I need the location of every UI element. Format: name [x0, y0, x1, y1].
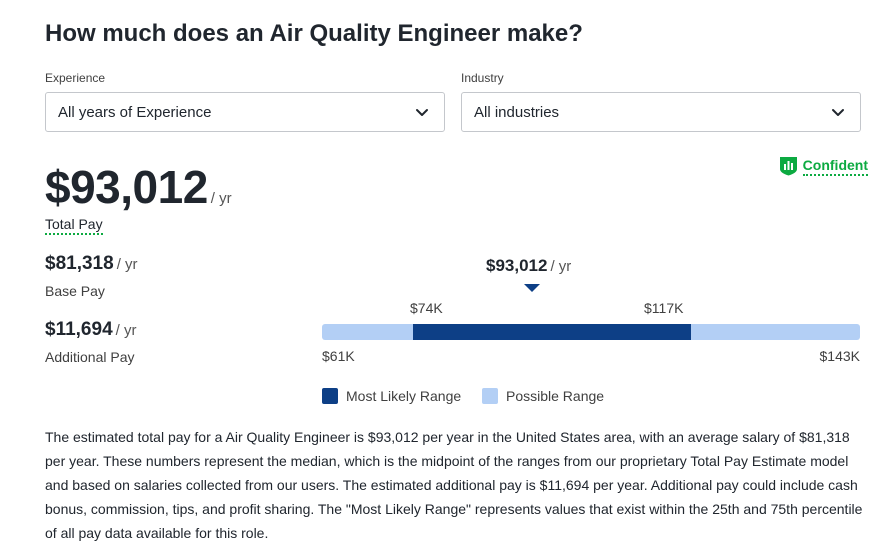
pay-description: The estimated total pay for a Air Qualit… [45, 429, 863, 541]
legend-likely-swatch [322, 388, 338, 404]
possible-low-label: $61K [322, 348, 355, 364]
total-pay-amount: $93,012 [45, 161, 208, 213]
median-unit: / yr [550, 258, 572, 275]
legend-likely-label: Most Likely Range [346, 388, 462, 404]
experience-select[interactable]: All years of Experience [45, 92, 445, 132]
total-pay-unit: / yr [210, 190, 232, 207]
total-pay: $93,012 / yr [45, 160, 232, 214]
likely-high-label: $117K [644, 300, 684, 316]
median-amount: $93,012 [486, 256, 548, 275]
experience-value: All years of Experience [58, 103, 212, 121]
median-marker [524, 284, 540, 292]
confidence-indicator[interactable]: Confident [779, 156, 868, 176]
confidence-label: Confident [802, 157, 868, 176]
base-pay-amount: $81,318 [45, 253, 114, 274]
additional-pay: $11,694 / yr [45, 319, 136, 341]
median-value: $93,012 / yr [486, 256, 571, 276]
possible-high-label: $143K [819, 348, 860, 364]
likely-range-bar [412, 324, 692, 340]
experience-label: Experience [45, 71, 106, 85]
base-pay: $81,318 / yr [45, 253, 138, 275]
additional-pay-unit: / yr [115, 322, 137, 339]
base-pay-unit: / yr [116, 256, 138, 273]
legend-possible-swatch [482, 388, 498, 404]
chevron-down-icon [416, 109, 428, 116]
industry-label: Industry [461, 71, 504, 85]
chevron-down-icon [832, 109, 844, 116]
legend-possible-label: Possible Range [506, 388, 605, 404]
base-pay-label: Base Pay [45, 283, 105, 299]
legend-likely: Most Likely Range [322, 388, 461, 404]
additional-pay-label: Additional Pay [45, 349, 135, 365]
legend-possible: Possible Range [482, 388, 604, 404]
additional-pay-amount: $11,694 [45, 319, 113, 340]
industry-select[interactable]: All industries [461, 92, 861, 132]
confidence-shield-icon [779, 157, 797, 176]
industry-value: All industries [474, 103, 560, 121]
likely-low-label: $74K [410, 300, 443, 316]
total-pay-label[interactable]: Total Pay [45, 216, 103, 235]
page-title: How much does an Air Quality Engineer ma… [45, 20, 583, 47]
